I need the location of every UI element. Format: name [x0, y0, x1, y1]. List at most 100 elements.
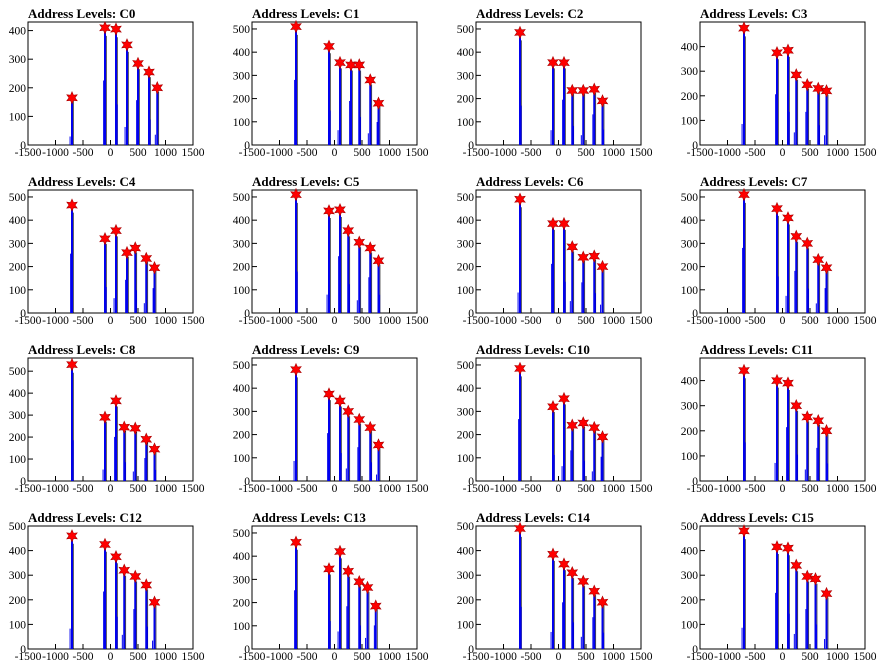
- plot-frame: [475, 357, 642, 482]
- peak-marker: [364, 241, 377, 255]
- peak-marker: [342, 404, 355, 419]
- y-tick-label: 0: [244, 308, 250, 320]
- x-tick-label: -1000: [490, 315, 517, 327]
- peak-marker: [577, 574, 590, 589]
- plot-frame: [475, 525, 642, 650]
- peak-marker: [820, 84, 833, 98]
- peak-marker: [140, 251, 153, 266]
- plot-frame: [251, 189, 418, 314]
- peak-marker: [129, 241, 142, 255]
- x-tick-label: -1000: [714, 483, 741, 495]
- y-tick-label: 100: [457, 619, 475, 631]
- x-tick-label: 0: [108, 315, 114, 327]
- peak-marker: [782, 211, 794, 225]
- peak-marker: [121, 38, 133, 52]
- panel-c12: Address Levels: C12 0 100 200 300 400 500 -1500…: [9, 510, 205, 663]
- y-tick-label: 200: [233, 94, 251, 106]
- x-tick-label: 500: [577, 651, 595, 663]
- plot-frame: [475, 189, 642, 314]
- y-tick-label: 200: [457, 595, 475, 607]
- plot-frame: [251, 357, 418, 482]
- plot-frame: [699, 357, 866, 482]
- peak-marker: [353, 58, 366, 72]
- x-tick-label: -1500: [239, 651, 266, 663]
- peak-marker: [334, 202, 346, 217]
- peak-marker: [110, 394, 122, 408]
- y-tick-label: 200: [9, 83, 27, 95]
- panel-c9: Address Levels: C90100200300400500-1500-…: [233, 342, 429, 495]
- peak-marker: [801, 236, 814, 251]
- panel-c11: Address Levels: C11 0 100 200 300 400 -1500 -10…: [681, 342, 877, 495]
- peak-marker: [110, 550, 122, 564]
- x-tick-label: -500: [296, 483, 317, 495]
- panel-title: Address Levels: C12: [28, 510, 142, 525]
- x-tick-label: 0: [332, 651, 338, 663]
- y-tick-label: 300: [9, 410, 27, 422]
- x-tick-label: 1500: [406, 315, 429, 327]
- peak-marker: [118, 420, 131, 434]
- plot-frame: [251, 525, 418, 650]
- y-tick-label: 100: [681, 619, 699, 631]
- panel-c8: Address Levels: C80100200300400500-1500-…: [9, 342, 205, 495]
- x-tick-label: -1000: [714, 147, 741, 159]
- y-tick-label: 500: [233, 360, 251, 372]
- x-tick-label: -500: [520, 315, 541, 327]
- x-tick-label: 1000: [154, 651, 177, 663]
- y-tick-label: 300: [233, 238, 251, 250]
- y-tick-label: 500: [681, 521, 699, 533]
- x-tick-label: 0: [332, 483, 338, 495]
- peak-marker: [99, 20, 111, 35]
- x-tick-label: 500: [801, 483, 819, 495]
- x-tick-label: 0: [108, 651, 114, 663]
- x-tick-label: 500: [577, 483, 595, 495]
- x-tick-label: 0: [332, 315, 338, 327]
- y-tick-label: 0: [20, 476, 26, 488]
- y-tick-label: 0: [468, 308, 474, 320]
- y-tick-label: 300: [681, 401, 699, 413]
- panel-title: Address Levels: C6: [476, 174, 584, 189]
- y-tick-label: 400: [681, 42, 699, 54]
- y-tick-label: 300: [233, 406, 251, 418]
- x-tick-label: -1000: [42, 651, 69, 663]
- peak-marker: [558, 557, 570, 571]
- x-tick-label: 1500: [182, 651, 205, 663]
- x-tick-label: 500: [353, 147, 371, 159]
- x-tick-label: 1000: [602, 147, 625, 159]
- y-tick-label: 500: [233, 528, 251, 540]
- y-tick-label: 100: [233, 621, 251, 633]
- y-tick-label: 100: [9, 454, 27, 466]
- peak-marker: [812, 252, 825, 267]
- peak-marker: [820, 424, 833, 438]
- peak-marker: [771, 373, 783, 388]
- x-tick-label: 0: [108, 147, 114, 159]
- x-tick-label: 0: [780, 651, 786, 663]
- y-tick-label: 400: [457, 383, 475, 395]
- peak-marker: [801, 410, 814, 424]
- peak-marker: [558, 55, 570, 70]
- peak-marker: [790, 398, 803, 413]
- x-tick-label: -1500: [463, 147, 490, 159]
- peak-marker: [372, 438, 385, 452]
- x-tick-label: 1500: [182, 483, 205, 495]
- y-tick-label: 100: [457, 453, 475, 465]
- y-tick-label: 400: [681, 376, 699, 388]
- x-tick-label: 500: [801, 147, 819, 159]
- x-tick-label: 1000: [154, 483, 177, 495]
- peak-marker: [66, 357, 78, 372]
- peak-marker: [801, 77, 814, 92]
- panel-c6: Address Levels: C60100200300400500-1500-…: [457, 174, 653, 327]
- panel-title: Address Levels: C15: [700, 510, 814, 525]
- peak-marker: [129, 421, 142, 436]
- peak-marker: [342, 223, 355, 238]
- peak-marker: [566, 83, 579, 98]
- x-tick-label: -500: [72, 483, 93, 495]
- y-tick-label: 100: [681, 115, 699, 127]
- y-tick-label: 400: [9, 215, 27, 227]
- x-tick-label: 500: [129, 315, 147, 327]
- x-tick-label: 500: [353, 483, 371, 495]
- x-tick-label: -1000: [490, 483, 517, 495]
- y-tick-label: 500: [681, 192, 699, 204]
- y-tick-label: 100: [233, 285, 251, 297]
- x-tick-label: 1000: [378, 651, 401, 663]
- x-tick-label: 0: [780, 315, 786, 327]
